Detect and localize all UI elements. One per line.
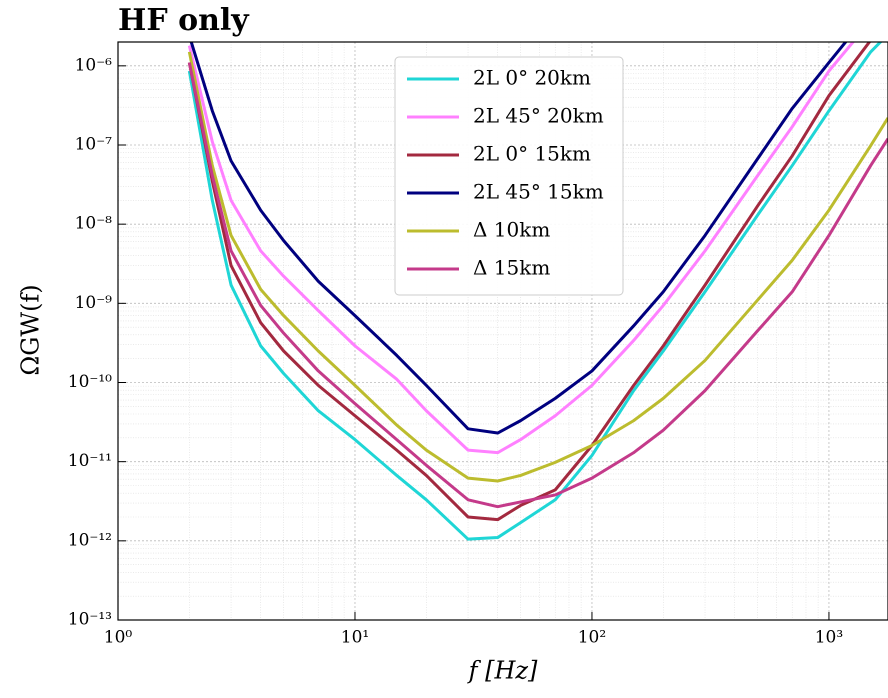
y-tick-label: 10⁻¹² [68,530,112,550]
legend-label: Δ 15km [473,256,550,280]
plot-frame [117,41,888,621]
x-tick-label: 10⁰ [104,628,133,648]
y-tick-label: 10⁻¹³ [68,610,112,630]
y-tick-label: 10⁻⁸ [75,214,113,234]
legend-label: 2L 45° 15km [473,180,604,204]
x-tick-label: 10² [578,628,606,648]
series-line [187,62,888,509]
series-line [187,51,888,483]
legend-label: 2L 0° 20km [473,66,591,90]
legend-label: Δ 10km [473,218,550,242]
x-tick-label: 10³ [815,628,843,648]
y-tick-label: 10⁻⁶ [75,55,113,75]
series-line [187,42,872,522]
legend-label: 2L 0° 15km [473,142,591,166]
series-line [189,42,848,435]
y-tick-label: 10⁻⁹ [75,293,113,313]
y-tick-label: 10⁻¹⁰ [68,372,112,392]
plot-lines [187,42,888,541]
legend-label: 2L 45° 20km [473,104,604,128]
y-axis-label: ΩGW(f) [17,284,45,375]
series-line [187,42,883,541]
y-tick-label: 10⁻⁷ [75,134,113,154]
x-tick-label: 10¹ [341,628,369,648]
y-tick-label: 10⁻¹¹ [68,451,112,471]
series-line [187,42,856,455]
x-axis-label: f [Hz] [467,657,538,685]
chart-title: HF only [118,3,250,38]
